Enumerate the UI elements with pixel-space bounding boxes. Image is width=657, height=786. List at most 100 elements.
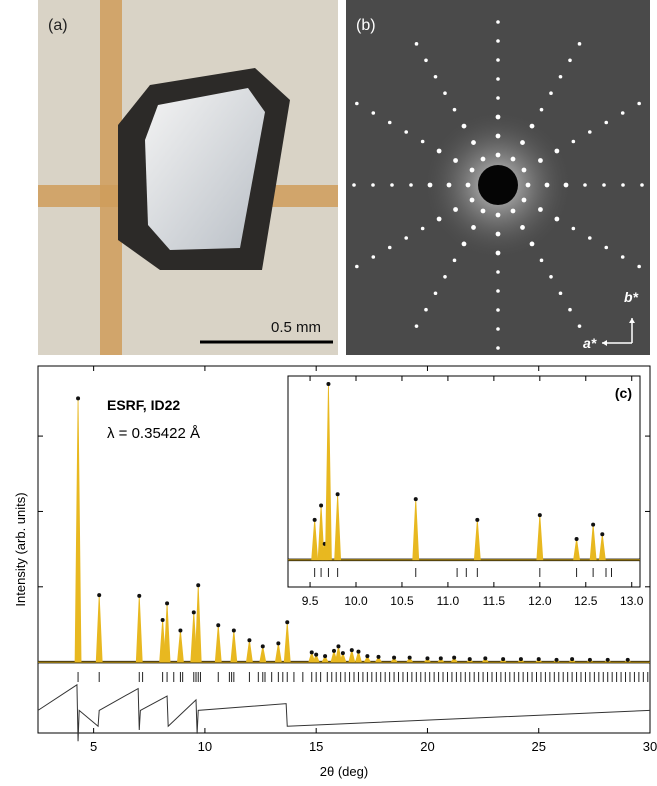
- diffraction-spot: [554, 216, 560, 222]
- diffraction-spot: [436, 216, 442, 222]
- observed-point: [178, 628, 183, 633]
- diffraction-spot: [525, 182, 531, 188]
- x-tick-label: 10: [198, 739, 212, 754]
- peak: [334, 494, 342, 561]
- diffraction-spot: [495, 250, 501, 256]
- diffraction-spot: [355, 264, 359, 269]
- diffraction-spot: [496, 308, 500, 312]
- peak: [176, 630, 184, 663]
- diffraction-spot: [571, 139, 576, 144]
- plot-frame: [287, 375, 641, 588]
- peak: [330, 649, 338, 663]
- diffraction-spot: [496, 58, 500, 62]
- peak: [450, 656, 458, 663]
- peak: [74, 398, 82, 663]
- x-axis-label: 2θ (deg): [320, 764, 368, 779]
- diffraction-spot: [496, 289, 500, 293]
- diffraction-spot: [604, 245, 609, 250]
- observed-point: [309, 650, 314, 655]
- x-tick-label: 20: [420, 739, 434, 754]
- x-tick-label: 5: [90, 739, 97, 754]
- grid-line-photo: [100, 0, 122, 355]
- observed-point: [314, 652, 319, 657]
- peak: [245, 640, 253, 663]
- peak: [312, 653, 320, 663]
- peak: [536, 515, 544, 561]
- diffraction-spot: [443, 91, 447, 96]
- observed-point: [376, 654, 381, 659]
- peak: [190, 612, 198, 663]
- diffraction-spot: [510, 208, 516, 214]
- observed-point: [475, 517, 480, 522]
- axis-a-label: a*: [583, 335, 597, 351]
- diffraction-spot: [521, 197, 527, 203]
- peak: [390, 656, 398, 663]
- diffraction-spot: [620, 255, 625, 259]
- x-tick-label: 15: [309, 739, 323, 754]
- diffraction-spot: [496, 327, 500, 331]
- diffraction-spot: [549, 274, 553, 279]
- observed-point: [97, 593, 102, 598]
- peak: [412, 499, 420, 561]
- peak: [321, 655, 329, 663]
- peak: [348, 650, 356, 663]
- observed-point: [600, 532, 605, 537]
- diffraction-spot: [471, 140, 476, 145]
- observed-point: [537, 513, 542, 518]
- diffraction-spot: [443, 274, 447, 279]
- diffraction-spot: [577, 42, 582, 46]
- observed-point: [536, 657, 541, 662]
- diffraction-spot: [510, 156, 516, 162]
- diffraction-spot: [496, 346, 500, 350]
- x-tick-label: 12.5: [574, 594, 598, 608]
- peak: [163, 603, 171, 663]
- peak: [374, 656, 383, 663]
- diffraction-spot: [387, 245, 392, 250]
- diffraction-spot: [469, 167, 475, 173]
- diffraction-spot: [424, 307, 428, 312]
- observed-point: [365, 654, 370, 659]
- x-tick-label: 12.0: [528, 594, 552, 608]
- diffraction-spot: [453, 207, 458, 212]
- diffraction-spot: [568, 58, 572, 63]
- diffraction-spot: [404, 130, 409, 134]
- observed-point: [76, 396, 81, 401]
- diffraction-spot: [371, 255, 376, 259]
- peak: [135, 595, 143, 663]
- diffraction-spot: [520, 225, 525, 230]
- panel-label: (b): [356, 17, 376, 34]
- peak: [259, 646, 267, 663]
- plots: 5 10 15 20 25 30 2θ (deg) Intensity (arb. units…: [13, 365, 657, 779]
- diffraction-spot: [480, 208, 486, 214]
- annotation: ESRF, ID22: [107, 397, 180, 413]
- diffraction-spot: [452, 107, 457, 112]
- panel-label: (a): [48, 17, 68, 34]
- observed-point: [331, 648, 336, 653]
- diffraction-spot: [496, 96, 500, 100]
- x-tick-label: 13.0: [620, 594, 644, 608]
- peak: [339, 651, 347, 663]
- panel-label: (c): [615, 385, 632, 401]
- diffraction-spot: [621, 183, 625, 187]
- diffraction-spot: [452, 258, 457, 263]
- diffraction-spot: [587, 236, 592, 240]
- observed-point: [285, 620, 290, 625]
- beam-stop: [478, 165, 518, 205]
- diffraction-spot: [461, 123, 467, 129]
- peak: [573, 538, 581, 561]
- observed-point: [137, 593, 142, 598]
- diffraction-spot: [587, 130, 592, 134]
- diffraction-spot: [568, 307, 572, 312]
- x-tick-label: 10.5: [390, 594, 414, 608]
- peak: [274, 643, 282, 663]
- observed-point: [356, 649, 361, 654]
- diffraction-spot: [446, 182, 452, 188]
- observed-point: [216, 623, 221, 628]
- observed-point: [413, 497, 418, 502]
- diffraction-spot: [371, 111, 376, 115]
- peak: [325, 383, 332, 561]
- observed-point: [605, 657, 610, 662]
- diffraction-spot: [436, 148, 442, 154]
- axis-b-label: b*: [624, 289, 639, 305]
